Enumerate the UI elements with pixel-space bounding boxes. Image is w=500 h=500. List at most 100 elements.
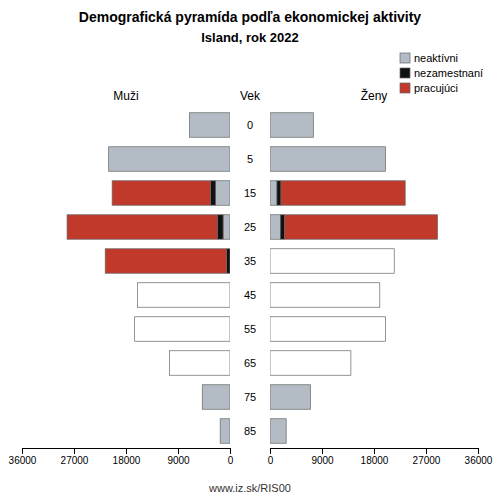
- tick-mark: [74, 448, 75, 454]
- bar-segment: [216, 181, 230, 205]
- bar-segment: [277, 181, 281, 205]
- bar-segment: [189, 113, 190, 137]
- bar-segment: [270, 419, 286, 443]
- tick-mark: [230, 448, 231, 454]
- bar-segment: [109, 147, 230, 171]
- legend: neaktívni nezamestnaní pracujúci: [400, 52, 483, 94]
- category-label: 5: [247, 153, 253, 165]
- bar-segment: [220, 419, 221, 443]
- legend-swatch: [400, 83, 410, 93]
- bars: [270, 113, 438, 443]
- bar-segment: [220, 419, 230, 443]
- tick-mark: [22, 448, 23, 454]
- bar-segment: [270, 283, 380, 307]
- bar-segment: [310, 385, 311, 409]
- annotation: www.iz.sk/RIS00: [208, 482, 291, 494]
- axis-title: Vek: [240, 89, 261, 103]
- bar-segment: [105, 249, 226, 273]
- legend-label: nezamestnaní: [414, 67, 483, 79]
- panel-label: Ženy: [361, 88, 388, 103]
- tick: 27000: [61, 448, 89, 466]
- bar-segment: [108, 147, 109, 171]
- bar-segment: [270, 317, 386, 341]
- category-label: 0: [247, 119, 253, 131]
- bar-segment: [138, 283, 230, 307]
- legend-swatch: [400, 68, 410, 78]
- tick-label: 18000: [361, 455, 389, 466]
- bar-segment: [202, 385, 203, 409]
- category-label: 55: [244, 323, 256, 335]
- legend-label: neaktívni: [414, 52, 458, 64]
- tick-label: 9000: [311, 455, 334, 466]
- bar-segment: [385, 147, 386, 171]
- tick-label: 36000: [465, 455, 493, 466]
- category-label: 15: [244, 187, 256, 199]
- tick-mark: [178, 448, 179, 454]
- bar-segment: [405, 181, 406, 205]
- legend-swatch: [400, 53, 410, 63]
- bar-segment: [284, 215, 437, 239]
- bar-segment: [313, 113, 314, 137]
- category-label: 45: [244, 289, 256, 301]
- bar-segment: [437, 215, 438, 239]
- tick-mark: [126, 448, 127, 454]
- bar-segment: [286, 419, 287, 443]
- tick: 0: [268, 448, 274, 466]
- tick-label: 0: [228, 455, 234, 466]
- tick-label: 27000: [413, 455, 441, 466]
- bar-segment: [108, 147, 109, 171]
- bar-segment: [281, 181, 405, 205]
- tick-mark: [478, 448, 479, 454]
- tick: 27000: [413, 448, 441, 466]
- tick-mark: [270, 448, 271, 454]
- tick: 9000: [167, 448, 190, 466]
- category-label: 75: [244, 391, 256, 403]
- bar-segment: [223, 215, 230, 239]
- bar-segment: [280, 215, 284, 239]
- bars: [67, 113, 230, 443]
- bar-segment: [270, 215, 280, 239]
- bar-segment: [227, 249, 230, 273]
- category-label: 85: [244, 425, 256, 437]
- bar-segment: [385, 147, 386, 171]
- tick: 9000: [311, 448, 334, 466]
- category-label: 65: [244, 357, 256, 369]
- bar-segment: [270, 385, 310, 409]
- bar-segment: [169, 351, 230, 375]
- tick-mark: [426, 448, 427, 454]
- bar-segment: [67, 215, 68, 239]
- chart: 36000 27000 18000 9000 0 Muži 0 9000 18000 27000 3…: [0, 0, 500, 500]
- tick: 18000: [113, 448, 141, 466]
- tick: 36000: [9, 448, 37, 466]
- category-label: 35: [244, 255, 256, 267]
- bar-segment: [310, 385, 311, 409]
- age-labels: 85 75 65 55 45 35 25 15 5 0: [244, 119, 256, 437]
- bar-segment: [105, 249, 106, 273]
- bar-segment: [189, 113, 190, 137]
- bar-segment: [108, 147, 109, 171]
- bar-segment: [135, 317, 230, 341]
- tick-label: 36000: [9, 455, 37, 466]
- bar-segment: [310, 385, 311, 409]
- bar-segment: [67, 215, 217, 239]
- axis-line: [271, 449, 479, 455]
- bar-segment: [202, 385, 203, 409]
- category-label: 25: [244, 221, 256, 233]
- bar-segment: [220, 419, 221, 443]
- title: Demografická pyramída podľa ekonomickej …: [79, 9, 422, 25]
- legend-label: pracujúci: [414, 82, 458, 94]
- tick: 18000: [361, 448, 389, 466]
- panel-label: Muži: [113, 89, 138, 103]
- bar-segment: [202, 385, 230, 409]
- bar-segment: [190, 113, 230, 137]
- bar-segment: [112, 181, 113, 205]
- bar-segment: [313, 113, 314, 137]
- x-axis: 0 9000 18000 27000 36000: [268, 448, 493, 466]
- bar-segment: [112, 181, 210, 205]
- tick-mark: [322, 448, 323, 454]
- bar-segment: [217, 215, 223, 239]
- tick-label: 18000: [113, 455, 141, 466]
- tick: 0: [228, 448, 234, 466]
- tick-label: 0: [268, 455, 274, 466]
- bar-segment: [220, 419, 221, 443]
